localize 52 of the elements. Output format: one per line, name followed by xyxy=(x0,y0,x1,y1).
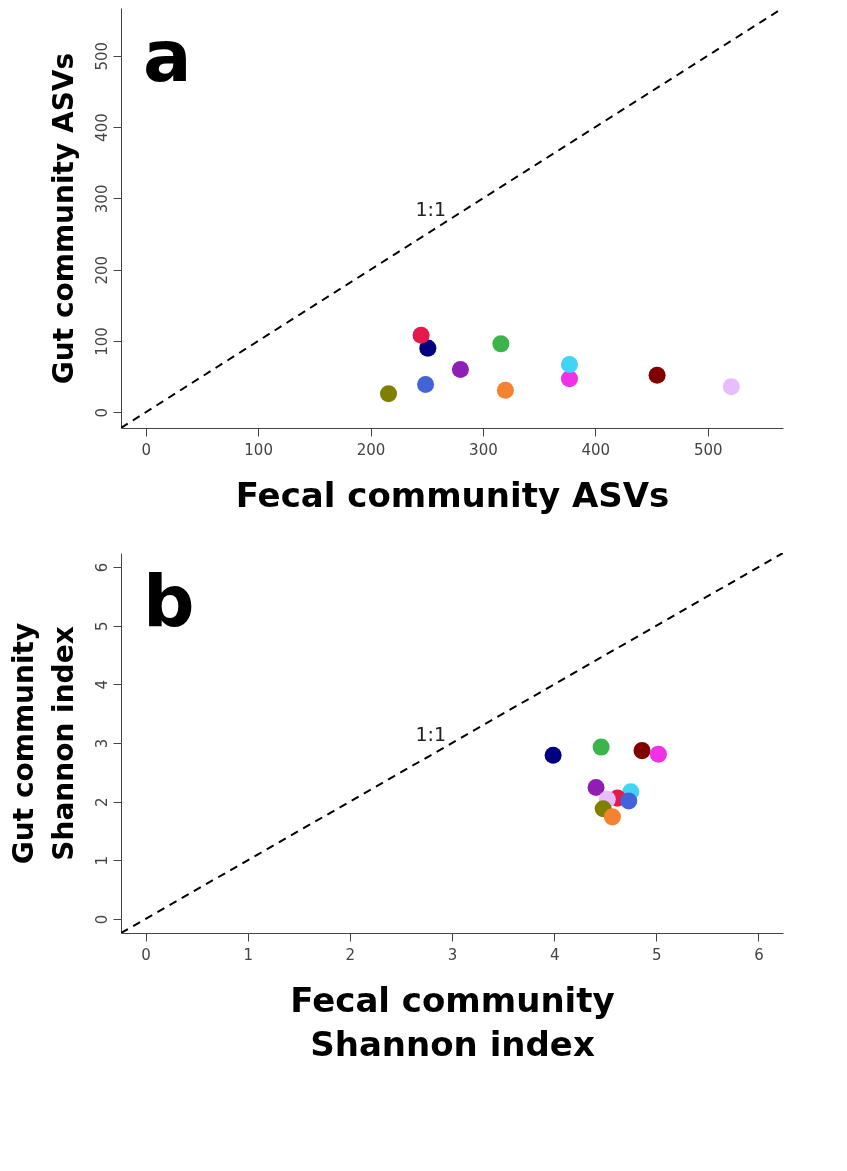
y-tick-label: 400 xyxy=(92,113,111,142)
point xyxy=(592,738,610,756)
point xyxy=(649,745,667,763)
point xyxy=(496,381,514,399)
y-axis-title: Gut community Shannon index xyxy=(6,622,80,865)
annotation: a xyxy=(143,14,192,98)
y-tick-label: 100 xyxy=(92,327,111,356)
x-tick-label: 200 xyxy=(356,440,386,459)
x-tick-label: 2 xyxy=(345,945,356,964)
x-tick-label: 100 xyxy=(244,440,273,459)
y-tick-label: 500 xyxy=(92,41,111,71)
point xyxy=(412,326,430,344)
x-tick-label: 5 xyxy=(652,945,662,964)
annotation: b xyxy=(143,559,195,643)
series-label: 1:1 xyxy=(415,722,447,745)
x-axis-title: Fecal community ASVs xyxy=(235,474,670,515)
x-axis-title: Fecal community Shannon index xyxy=(290,979,615,1064)
point xyxy=(544,746,562,764)
point xyxy=(603,808,621,826)
point xyxy=(620,792,638,810)
point xyxy=(417,376,435,393)
point xyxy=(722,378,740,396)
x-tick-label: 1 xyxy=(243,945,253,964)
y-tick-label: 2 xyxy=(92,797,111,807)
x-tick-label: 500 xyxy=(693,440,723,459)
point xyxy=(560,370,578,388)
y-tick-label: 200 xyxy=(92,255,111,285)
x-tick-label: 3 xyxy=(447,945,458,964)
x-tick-label: 6 xyxy=(754,945,764,964)
point xyxy=(648,366,666,384)
x-tick-label: 4 xyxy=(549,945,560,964)
y-tick-label: 4 xyxy=(92,680,111,690)
y-tick-label: 5 xyxy=(92,621,111,631)
point xyxy=(419,339,437,357)
point xyxy=(492,335,510,353)
y-tick-label: 3 xyxy=(92,738,111,749)
series-label: 1:1 xyxy=(415,198,447,221)
point xyxy=(379,385,398,403)
y-tick-label: 300 xyxy=(92,184,111,214)
y-tick-label: 6 xyxy=(92,562,111,573)
y-tick-label: 0 xyxy=(92,914,111,925)
y-tick-label: 0 xyxy=(92,408,111,418)
y-tick-label: 1 xyxy=(92,856,111,866)
y-axis-title: Gut community ASVs xyxy=(46,52,80,385)
point xyxy=(587,779,605,797)
point xyxy=(560,356,578,374)
x-tick-label: 0 xyxy=(141,945,151,964)
x-tick-label: 300 xyxy=(469,440,498,459)
x-tick-label: 0 xyxy=(141,440,151,459)
point xyxy=(633,742,651,760)
point xyxy=(451,361,469,379)
x-tick-label: 400 xyxy=(581,440,611,459)
